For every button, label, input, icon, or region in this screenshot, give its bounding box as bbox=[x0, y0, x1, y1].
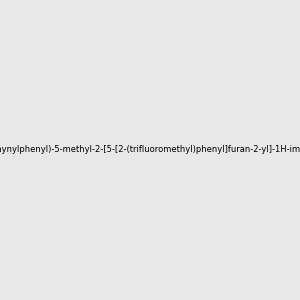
Text: 4-(4-Ethynylphenyl)-5-methyl-2-[5-[2-(trifluoromethyl)phenyl]furan-2-yl]-1H-imid: 4-(4-Ethynylphenyl)-5-methyl-2-[5-[2-(tr… bbox=[0, 146, 300, 154]
